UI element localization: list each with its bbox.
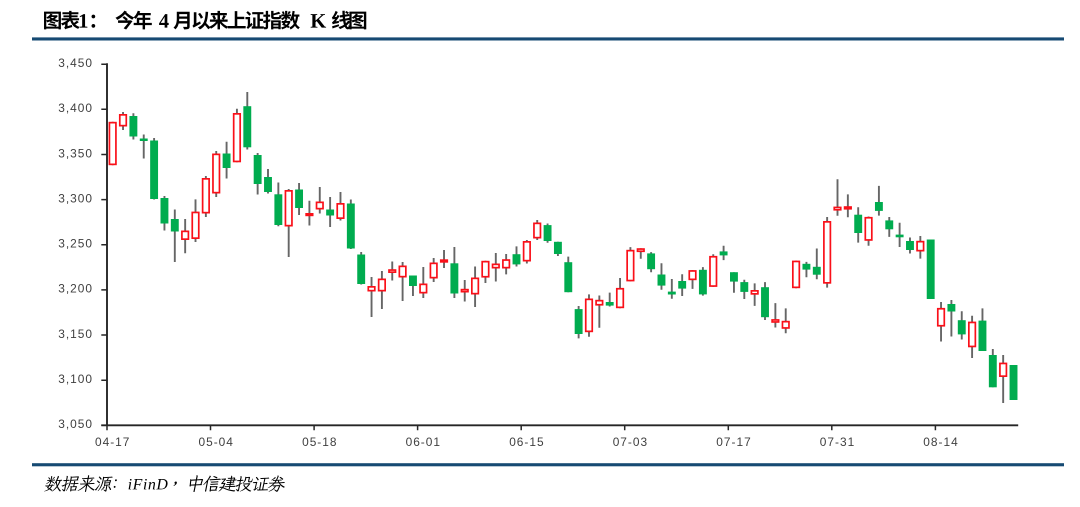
svg-text:08-14: 08-14 xyxy=(923,435,958,449)
svg-text:07-17: 07-17 xyxy=(716,435,751,449)
svg-text:3,450: 3,450 xyxy=(58,56,93,70)
svg-text:3,100: 3,100 xyxy=(58,372,93,386)
svg-text:05-04: 05-04 xyxy=(198,435,233,449)
svg-text:3,250: 3,250 xyxy=(58,237,93,251)
svg-text:3,350: 3,350 xyxy=(58,146,93,160)
svg-text:07-03: 07-03 xyxy=(613,435,648,449)
svg-text:06-01: 06-01 xyxy=(406,435,441,449)
svg-text:06-15: 06-15 xyxy=(509,435,544,449)
svg-text:3,300: 3,300 xyxy=(58,191,93,205)
svg-text:3,200: 3,200 xyxy=(58,282,93,296)
svg-text:3,400: 3,400 xyxy=(58,101,93,115)
svg-text:3,150: 3,150 xyxy=(58,327,93,341)
svg-text:05-18: 05-18 xyxy=(302,435,337,449)
svg-text:3,050: 3,050 xyxy=(58,417,93,431)
svg-text:07-31: 07-31 xyxy=(820,435,855,449)
svg-text:04-17: 04-17 xyxy=(95,435,130,449)
